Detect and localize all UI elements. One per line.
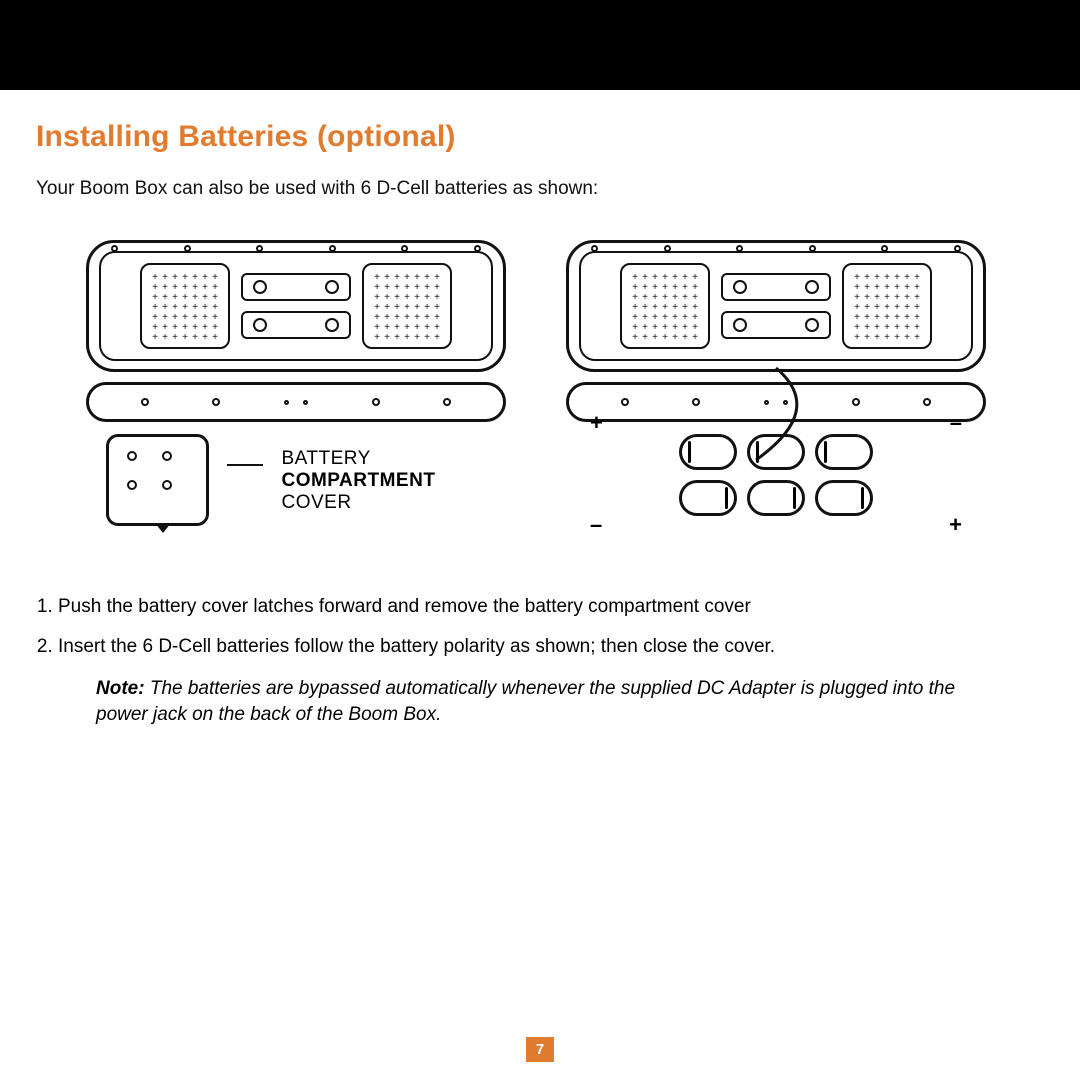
illustration-row: ++++++++++++++++++++++++++++++++++++++++…	[36, 240, 1044, 526]
svg-text:+: +	[692, 332, 698, 341]
polarity-minus-icon: –	[950, 410, 962, 436]
speaker-dots-icon: ++++++++++++++++++++++++++++++++++++++++…	[630, 271, 700, 341]
instruction-step: Insert the 6 D-Cell batteries follow the…	[58, 636, 1044, 658]
svg-text:+: +	[642, 332, 648, 341]
svg-text:+: +	[202, 332, 208, 341]
svg-text:+: +	[192, 332, 198, 341]
svg-text:+: +	[874, 332, 880, 341]
svg-text:+: +	[652, 332, 658, 341]
boombox-outline: ++++++++++++++++++++++++++++++++++++++++…	[86, 240, 506, 372]
intro-text: Your Boom Box can also be used with 6 D-…	[36, 178, 1044, 200]
polarity-minus-icon: –	[590, 512, 602, 538]
callout-word-1: BATTERY	[281, 448, 370, 469]
svg-text:+: +	[854, 332, 860, 341]
svg-text:+: +	[384, 332, 390, 341]
svg-text:+: +	[904, 332, 910, 341]
note-label: Note:	[96, 678, 145, 699]
svg-text:+: +	[404, 332, 410, 341]
instruction-list: Push the battery cover latches forward a…	[36, 596, 1044, 658]
svg-text:+: +	[434, 332, 440, 341]
svg-text:+: +	[394, 332, 400, 341]
speaker-grille-left: ++++++++++++++++++++++++++++++++++++++++…	[140, 263, 230, 349]
polarity-plus-icon: +	[590, 410, 603, 436]
svg-text:+: +	[672, 332, 678, 341]
section-heading: Installing Batteries (optional)	[36, 120, 1044, 154]
note-body: The batteries are bypassed automatically…	[96, 678, 955, 725]
svg-text:+: +	[884, 332, 890, 341]
svg-text:+: +	[914, 332, 920, 341]
battery-icon	[815, 434, 873, 470]
battery-icon	[747, 434, 805, 470]
svg-text:+: +	[162, 332, 168, 341]
svg-text:+: +	[172, 332, 178, 341]
svg-text:+: +	[864, 332, 870, 341]
battery-bay-closed	[236, 273, 356, 339]
speaker-grille-right: ++++++++++++++++++++++++++++++++++++++++…	[842, 263, 932, 349]
page-footer: 7	[0, 1037, 1080, 1062]
speaker-grille-left: ++++++++++++++++++++++++++++++++++++++++…	[620, 263, 710, 349]
page-number: 7	[526, 1037, 554, 1062]
callout-label: BATTERY COMPARTMENT COVER	[281, 448, 506, 514]
battery-cover-icon	[106, 434, 209, 526]
callout-word-3: COVER	[281, 492, 351, 513]
battery-icon	[679, 434, 737, 470]
speaker-dots-icon: ++++++++++++++++++++++++++++++++++++++++…	[852, 271, 922, 341]
svg-text:+: +	[182, 332, 188, 341]
battery-icon	[747, 480, 805, 516]
svg-text:+: +	[894, 332, 900, 341]
battery-icon	[679, 480, 737, 516]
battery-bay-open	[716, 273, 836, 339]
diagram-left: ++++++++++++++++++++++++++++++++++++++++…	[86, 240, 506, 526]
boombox-base	[86, 382, 506, 422]
instruction-step: Push the battery cover latches forward a…	[58, 596, 1044, 618]
battery-icon	[815, 480, 873, 516]
document-page: Installing Batteries (optional) Your Boo…	[0, 90, 1080, 727]
note-text: Note: The batteries are bypassed automat…	[36, 676, 1044, 727]
battery-set: + – – +	[566, 434, 986, 516]
speaker-dots-icon: ++++++++++++++++++++++++++++++++++++++++…	[150, 271, 220, 341]
diagram-right: ++++++++++++++++++++++++++++++++++++++++…	[566, 240, 986, 526]
svg-text:+: +	[414, 332, 420, 341]
callout-word-2: COMPARTMENT	[281, 470, 435, 491]
svg-text:+: +	[212, 332, 218, 341]
header-black-bar	[0, 0, 1080, 90]
svg-text:+: +	[374, 332, 380, 341]
speaker-grille-right: ++++++++++++++++++++++++++++++++++++++++…	[362, 263, 452, 349]
svg-text:+: +	[152, 332, 158, 341]
svg-text:+: +	[662, 332, 668, 341]
svg-text:+: +	[632, 332, 638, 341]
polarity-plus-icon: +	[949, 512, 962, 538]
svg-text:+: +	[424, 332, 430, 341]
callout-leader-line	[227, 464, 263, 466]
speaker-dots-icon: ++++++++++++++++++++++++++++++++++++++++…	[372, 271, 442, 341]
svg-text:+: +	[682, 332, 688, 341]
